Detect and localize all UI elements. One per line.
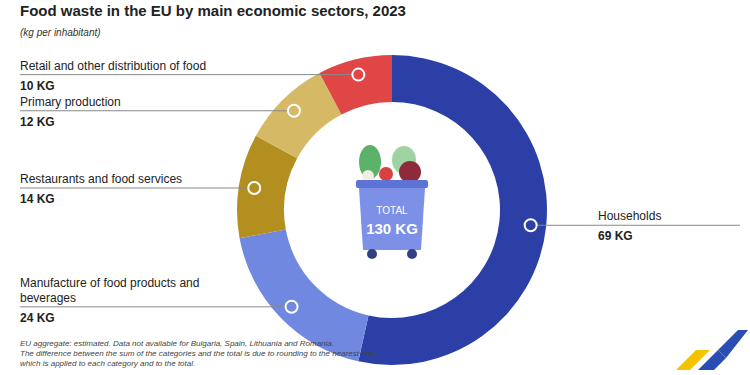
title: Food waste in the EU by main economic se… [20,2,406,19]
logo [676,330,748,370]
leader-line [20,110,294,111]
footnote-line: which is applied to each category and to… [20,359,195,368]
value-label: 14 KG [20,192,55,206]
category-label: Retail and other distribution of food [20,59,206,73]
category-label-line: Manufacture of food products and [20,276,199,290]
leader-dot [352,69,364,81]
bin-icon [356,145,428,259]
leader-line [20,74,358,75]
category-label: Manufacture of food products andbeverage… [20,276,199,305]
category-label: Restaurants and food services [20,172,182,186]
donut [237,55,547,365]
icon-fruit [399,161,421,183]
category-label-line: beverages [20,291,76,305]
chart: Food waste in the EU by main economic se… [0,0,750,375]
category-label: Households [598,209,661,223]
icon-wheel [407,249,417,259]
icon-fruit [379,167,393,181]
category-label-line: Retail and other distribution of food [20,59,206,73]
value-label: 10 KG [20,79,55,93]
category-label-line: Primary production [20,95,121,109]
value-label: 69 KG [598,229,633,243]
value-label: 12 KG [20,115,55,129]
icon-body [359,188,425,250]
leader-dot [288,105,300,117]
icon-wheel [367,249,377,259]
footnote-line: EU aggregate: estimated. Data not availa… [20,339,334,348]
leader-dot [248,182,260,194]
value-label: 24 KG [20,311,55,325]
footnote-line: The difference between the sum of the ca… [20,349,376,358]
leader-dot [525,219,537,231]
leader-line [20,188,254,189]
category-label-line: Restaurants and food services [20,172,182,186]
total-value: 130 KG [366,220,418,237]
slice [319,55,392,115]
category-label-line: Households [598,209,661,223]
icon-lid [356,180,428,188]
logo-part [718,330,748,358]
leader-dot [286,301,298,313]
leader-line [531,225,740,226]
subtitle: (kg per inhabitant) [20,27,101,38]
total-label: TOTAL [376,205,408,216]
category-label: Primary production [20,95,121,109]
labels: Households 69 KG Manufacture of food produ… [20,59,740,325]
leader-line [20,306,292,307]
footnote: EU aggregate: estimated. Data not availa… [20,339,376,368]
